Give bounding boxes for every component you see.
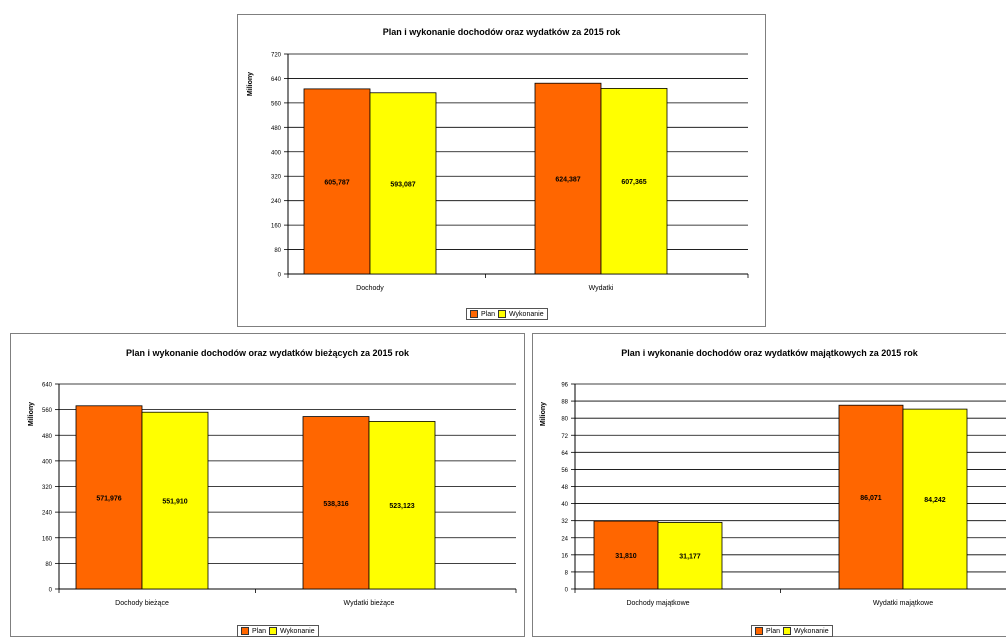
y-tick-label: 720 xyxy=(271,53,282,59)
y-tick-label: 56 xyxy=(561,468,568,474)
y-tick-label: 640 xyxy=(271,77,282,83)
y-tick-label: 480 xyxy=(271,126,282,132)
y-tick-label: 72 xyxy=(561,434,568,440)
legend-label-wykonanie: Wykonanie xyxy=(509,310,544,318)
y-tick-label: 560 xyxy=(271,101,282,107)
y-tick-label: 40 xyxy=(561,502,568,508)
y-tick-label: 400 xyxy=(42,459,53,465)
data-label: 551,910 xyxy=(162,499,187,506)
data-label: 605,787 xyxy=(324,179,349,186)
bar-plan xyxy=(75,405,143,590)
y-tick-label: 48 xyxy=(561,485,568,491)
legend-label-wykonanie: Wykonanie xyxy=(280,627,315,635)
bar-plan xyxy=(534,82,602,275)
category-label: Dochody xyxy=(356,285,384,292)
y-tick-label: 160 xyxy=(42,536,53,542)
bar-wykonanie xyxy=(600,88,668,275)
chart-panel-current: Plan i wykonanie dochodów oraz wydatków … xyxy=(10,333,525,637)
chart-title: Plan i wykonanie dochodów oraz wydatków … xyxy=(125,348,410,358)
y-axis-label: Miliony xyxy=(540,402,547,426)
y-tick-label: 240 xyxy=(42,511,53,517)
chart-title: Plan i wykonanie dochodów oraz wydatków … xyxy=(621,348,918,358)
y-tick-label: 0 xyxy=(565,588,569,594)
y-tick-label: 64 xyxy=(561,451,568,457)
y-tick-label: 0 xyxy=(49,588,53,594)
bar-wykonanie xyxy=(657,522,723,590)
category-label: Dochody bieżące xyxy=(115,600,169,607)
y-tick-label: 16 xyxy=(561,553,568,559)
bar-plan xyxy=(302,416,370,590)
bar-chart-property: 0 8 16 24 32 40 48 56 64 72 80 88 96 Miliony 31,810 31,… xyxy=(540,383,1006,607)
y-tick-label: 240 xyxy=(271,199,282,205)
y-tick-label: 560 xyxy=(42,408,53,414)
y-tick-label: 80 xyxy=(274,248,281,254)
chart-panel-total: Plan i wykonanie dochodów oraz wydatków … xyxy=(237,14,766,327)
legend-label-plan: Plan xyxy=(252,627,267,635)
data-label: 84,242 xyxy=(924,497,946,504)
category-label: Wydatki xyxy=(589,285,614,292)
y-tick-label: 80 xyxy=(561,417,568,423)
bar-wykonanie xyxy=(368,421,436,590)
category-label: Wydatki majątkowe xyxy=(873,600,933,607)
category-label: Dochody majątkowe xyxy=(626,600,689,607)
y-tick-label: 88 xyxy=(561,400,568,406)
y-tick-label: 400 xyxy=(271,150,282,156)
legend-label-wykonanie: Wykonanie xyxy=(794,627,829,635)
bar-plan xyxy=(838,404,904,590)
legend: Plan Wykonanie xyxy=(751,625,833,637)
legend-swatch-wykonanie xyxy=(783,627,792,635)
data-label: 593,087 xyxy=(390,181,415,188)
bar-plan xyxy=(593,520,659,590)
y-tick-label: 0 xyxy=(278,273,282,279)
y-tick-label: 320 xyxy=(271,175,282,181)
bar-wykonanie xyxy=(369,92,437,275)
bar-chart-total: 0 80 160 240 320 400 480 560 640 720 Miliony 605,78… xyxy=(247,53,749,292)
legend-swatch-wykonanie xyxy=(269,627,278,635)
legend-swatch-wykonanie xyxy=(498,310,507,318)
legend: Plan Wykonanie xyxy=(237,625,319,637)
bar-wykonanie xyxy=(141,411,209,590)
data-label: 538,316 xyxy=(323,501,348,508)
legend: Plan Wykonanie xyxy=(466,308,548,320)
legend-label-plan: Plan xyxy=(481,310,496,318)
legend-label-plan: Plan xyxy=(766,627,781,635)
y-tick-label: 160 xyxy=(271,224,282,230)
y-tick-label: 32 xyxy=(561,519,568,525)
data-label: 571,976 xyxy=(96,495,121,502)
legend-swatch-plan xyxy=(470,310,478,318)
data-label: 31,810 xyxy=(615,553,637,560)
data-label: 624,387 xyxy=(555,177,580,184)
y-tick-label: 8 xyxy=(565,570,569,576)
data-label: 86,071 xyxy=(860,495,882,502)
data-label: 523,123 xyxy=(389,503,414,510)
chart-panel-property: Plan i wykonanie dochodów oraz wydatków … xyxy=(532,333,1006,637)
y-tick-label: 96 xyxy=(561,383,568,389)
y-tick-label: 480 xyxy=(42,434,53,440)
category-label: Wydatki bieżące xyxy=(344,600,395,607)
y-tick-label: 320 xyxy=(42,485,53,491)
y-tick-label: 80 xyxy=(45,562,52,568)
data-label: 607,365 xyxy=(621,179,646,186)
legend-swatch-plan xyxy=(241,627,249,635)
bar-chart-current: 0 80 160 240 320 400 480 560 640 Miliony 571,976 55… xyxy=(28,383,517,607)
y-axis-label: Miliony xyxy=(28,402,35,426)
y-axis-label: Miliony xyxy=(247,72,254,96)
data-label: 31,177 xyxy=(679,554,701,561)
bar-wykonanie xyxy=(902,408,968,590)
legend-swatch-plan xyxy=(755,627,763,635)
chart-title: Plan i wykonanie dochodów oraz wydatków … xyxy=(382,27,621,37)
y-tick-label: 640 xyxy=(42,383,53,389)
y-tick-label: 24 xyxy=(561,536,568,542)
